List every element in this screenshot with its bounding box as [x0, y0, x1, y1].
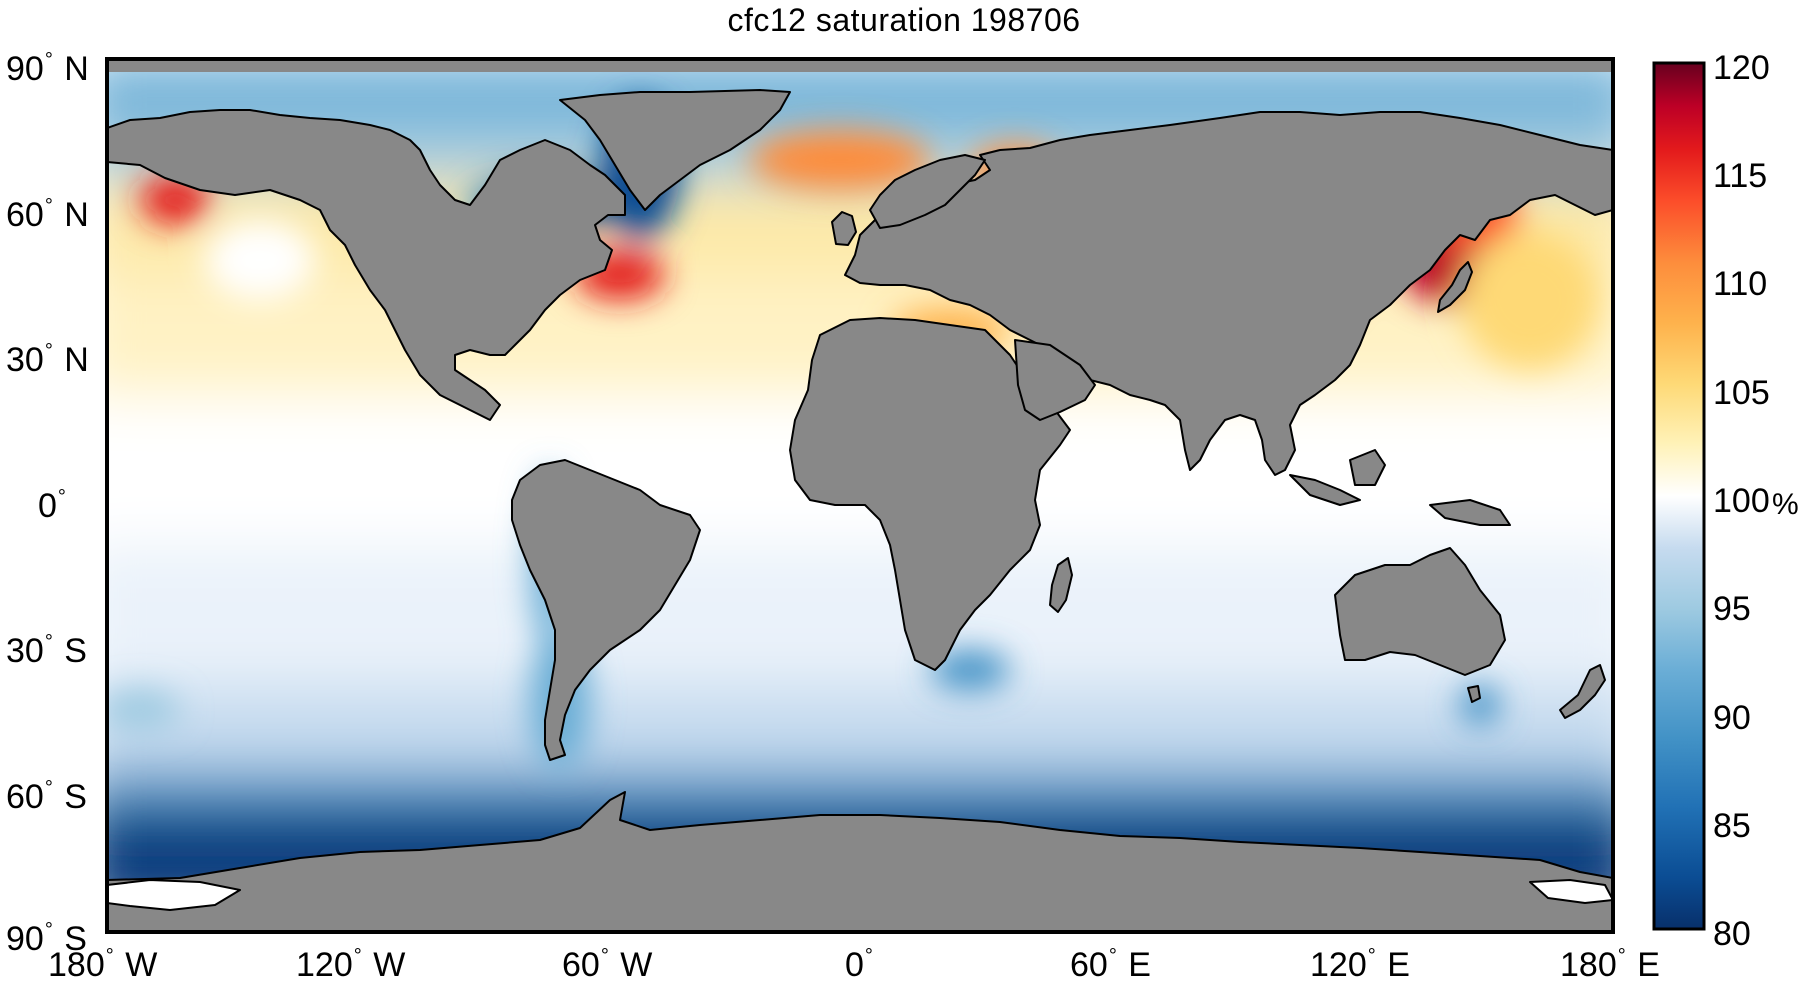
land-scandinavia — [869, 154, 986, 229]
land-borneo — [1349, 449, 1386, 486]
lat-tick-30s: 30° S — [6, 631, 87, 670]
land-arabia — [1014, 339, 1096, 421]
lat-tick-60n: 60° N — [6, 195, 89, 234]
ice-shelf-ross — [107, 879, 241, 911]
land-australia — [1334, 547, 1506, 676]
lon-tick-180e: 180° E — [1560, 945, 1660, 984]
map-frame — [105, 57, 1615, 934]
land-new-guinea — [1429, 499, 1511, 526]
land-south-america — [511, 459, 701, 761]
figure-title: cfc12 saturation 198706 — [727, 2, 1081, 38]
land-north-america — [107, 109, 626, 421]
land-madagascar — [1049, 557, 1073, 613]
colorbar-unit-label: % — [1772, 488, 1799, 521]
ocean-saturation-field — [107, 59, 1613, 932]
land-indonesia — [1289, 474, 1361, 506]
lon-tick-120e: 120° E — [1310, 945, 1410, 984]
land-japan — [1437, 261, 1473, 313]
land-africa — [789, 317, 1071, 671]
lat-tick-0: 0° — [38, 486, 66, 525]
colorbar-tick-120: 120 — [1713, 49, 1770, 87]
colorbar-frame — [1652, 61, 1706, 931]
land-british-isles — [831, 211, 857, 246]
land-arctic-strip — [107, 59, 1613, 72]
land-antarctica — [107, 791, 1613, 932]
colorbar — [1652, 61, 1706, 931]
land-tasmania — [1467, 685, 1481, 703]
colorbar-tick-90: 90 — [1713, 699, 1751, 737]
colorbar-gradient — [1654, 63, 1704, 929]
lon-tick-120w: 120° W — [296, 945, 406, 984]
colorbar-tick-110: 110 — [1713, 265, 1768, 303]
colorbar-tick-95: 95 — [1713, 590, 1751, 628]
lat-tick-90n: 90° N — [6, 49, 89, 88]
lon-tick-60w: 60° W — [562, 945, 653, 984]
land-greenland — [559, 89, 791, 211]
colorbar-tick-100: 100 — [1713, 482, 1770, 520]
colorbar-tick-115: 115 — [1713, 157, 1768, 195]
ice-shelf-east — [1529, 879, 1613, 904]
lat-tick-90s: 90° S — [6, 919, 87, 958]
land-masses — [107, 59, 1613, 932]
lat-tick-30n: 30° N — [6, 340, 89, 379]
colorbar-tick-80: 80 — [1713, 915, 1751, 953]
colorbar-tick-105: 105 — [1713, 374, 1770, 412]
colorbar-tick-85: 85 — [1713, 807, 1751, 845]
lon-tick-180w: 180° W — [48, 945, 158, 984]
lat-tick-60s: 60° S — [6, 777, 87, 816]
lon-tick-60e: 60° E — [1070, 945, 1151, 984]
land-new-zealand — [1559, 664, 1606, 719]
lon-tick-0: 0° — [845, 945, 873, 984]
